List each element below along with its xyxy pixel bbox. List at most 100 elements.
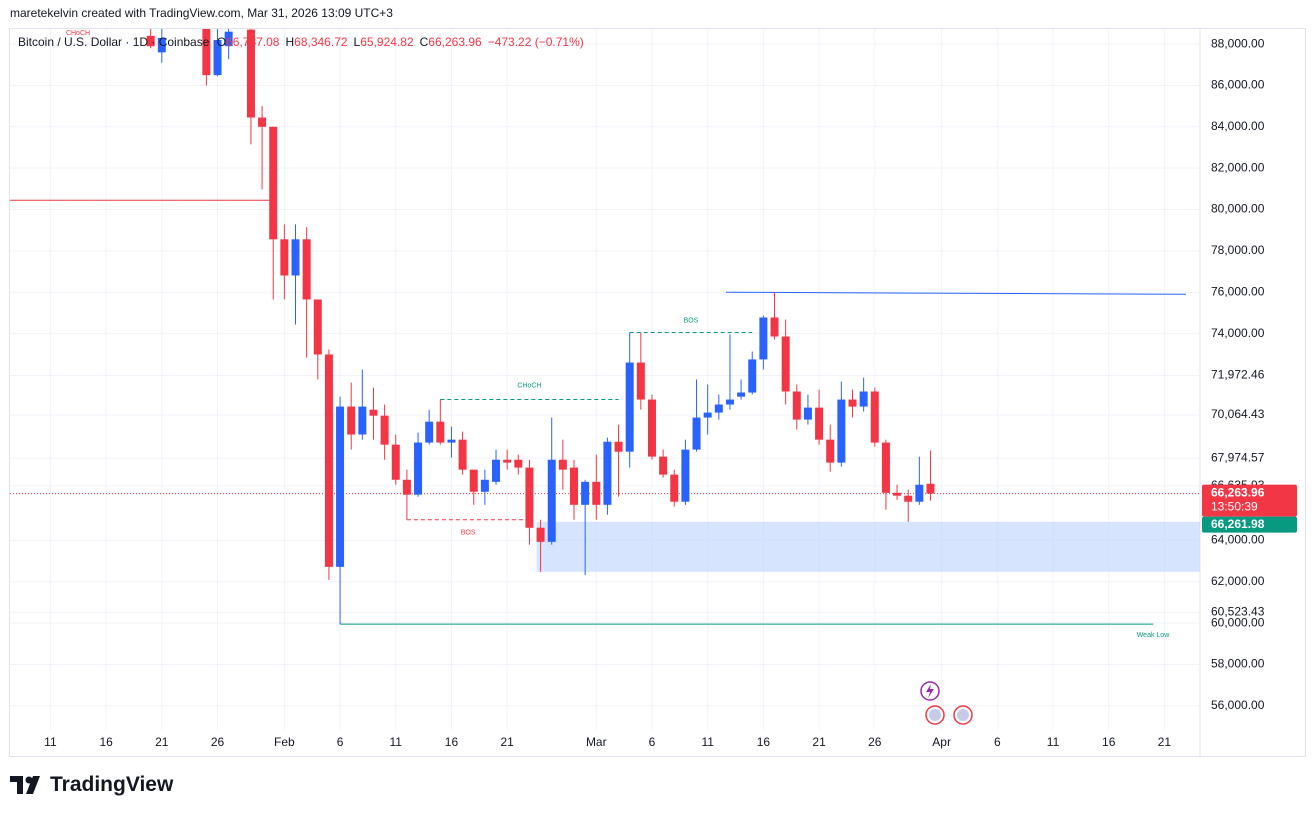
candle-body (815, 407, 824, 440)
x-tick-label: Apr (932, 735, 951, 749)
candle-body (558, 459, 567, 470)
y-tick-label: 70,064.43 (1211, 407, 1265, 421)
candle-body (224, 31, 233, 47)
candle-body (157, 37, 166, 53)
candle-body (848, 399, 857, 407)
plot-area (10, 29, 1200, 625)
candle-body (536, 527, 545, 542)
x-tick-label: 21 (1158, 735, 1172, 749)
candle-body (246, 29, 255, 118)
brand: TradingView (10, 773, 173, 797)
x-tick-label: 11 (701, 735, 714, 749)
candle-body (447, 439, 456, 443)
annotation-label: CHoCH (517, 382, 541, 389)
event-flag-inner (957, 709, 969, 721)
x-tick-label: 16 (99, 735, 113, 749)
candle-body (826, 439, 835, 463)
candle-body (391, 444, 400, 480)
candle-body (725, 399, 734, 405)
x-tick-label: 16 (757, 735, 771, 749)
x-tick-label: 26 (868, 735, 882, 749)
x-tick-label: 6 (649, 735, 656, 749)
candle-body (202, 29, 211, 76)
y-tick-label: 80,000.00 (1211, 202, 1265, 216)
x-tick-label: 11 (390, 735, 403, 749)
y-tick-label: 88,000.00 (1211, 36, 1265, 50)
candle-body (737, 392, 746, 397)
y-tick-label: 64,000.00 (1211, 533, 1265, 547)
candle-body (893, 492, 902, 496)
candle-body (280, 239, 289, 276)
candle-body (436, 421, 445, 443)
candle-body (926, 483, 935, 494)
candle-body (659, 456, 668, 475)
y-tick-label: 58,000.00 (1211, 657, 1265, 671)
x-tick-label: 11 (1047, 735, 1060, 749)
brand-logo (10, 776, 40, 794)
candle-body (915, 484, 924, 502)
event-icon-bolt (926, 684, 934, 698)
candle-body (313, 299, 322, 355)
annotation-label: CHoCH (66, 30, 90, 37)
candle-body (792, 391, 801, 420)
symbol: Bitcoin / U.S. Dollar · 1D · Coinbase (18, 35, 210, 49)
trend-line (725, 291, 1187, 295)
annotation-label: Weak Low (1137, 632, 1170, 639)
y-tick-label: 76,000.00 (1211, 284, 1265, 298)
legend-key: H (285, 35, 295, 49)
demand-zone (536, 521, 1200, 572)
brand-name: TradingView (50, 773, 174, 796)
candle-body (670, 474, 679, 502)
annotation-label: BOS (684, 317, 699, 324)
legend-value: 65,924.82 (360, 35, 414, 49)
candle-body (291, 239, 300, 276)
legend-key: C (419, 35, 429, 49)
candle-body (703, 412, 712, 418)
y-tick-label: 62,000.00 (1211, 574, 1265, 588)
legend-value: 68,346.72 (294, 35, 348, 49)
x-tick-label: 6 (337, 735, 344, 749)
candle-body (770, 317, 779, 337)
countdown-label: 13:50:39 (1211, 500, 1258, 514)
x-tick-label: 26 (211, 735, 225, 749)
candle-body (503, 459, 512, 463)
x-tick-label: 21 (500, 735, 514, 749)
candle-body (781, 336, 790, 392)
x-tick-label: 11 (44, 735, 57, 749)
candle-body (592, 481, 601, 505)
candle-body (414, 442, 423, 495)
candle-body (458, 439, 467, 470)
candle-body (603, 441, 612, 505)
candle-body (859, 391, 868, 407)
axes: 88,000.00 86,000.00 84,000.00 82,000.00 80,0… (44, 30, 1297, 749)
y-tick-label: 60,000.00 (1211, 615, 1265, 629)
candle-body (480, 479, 489, 492)
candle-body (904, 495, 913, 502)
last-price-label: 66,263.96 (1211, 486, 1265, 500)
candle-body (380, 415, 389, 445)
y-tick-label: 56,000.00 (1211, 698, 1265, 712)
candle-body (625, 362, 634, 452)
attribution: maretekelvin created with TradingView.co… (10, 6, 393, 20)
y-tick-label: 86,000.00 (1211, 78, 1265, 92)
candle-body (369, 409, 378, 416)
candle-body (837, 399, 846, 463)
candle-body (759, 317, 768, 360)
chart-border (9, 28, 1306, 757)
candle-body (647, 399, 656, 457)
candle-body (336, 406, 345, 567)
candle-body (870, 391, 879, 443)
x-tick-label: 21 (155, 735, 169, 749)
y-tick-label: 67,974.57 (1211, 450, 1265, 464)
x-tick-label: Mar (586, 735, 607, 749)
legend-change: −473.22 (−0.71%) (487, 35, 584, 49)
candle-body (402, 479, 411, 495)
candle-body (492, 459, 501, 482)
x-tick-label: 21 (812, 735, 826, 749)
candle-body (547, 459, 556, 542)
legend-key: L (353, 35, 361, 49)
annotation-label: BOS (461, 530, 476, 537)
candle-body (681, 449, 690, 502)
